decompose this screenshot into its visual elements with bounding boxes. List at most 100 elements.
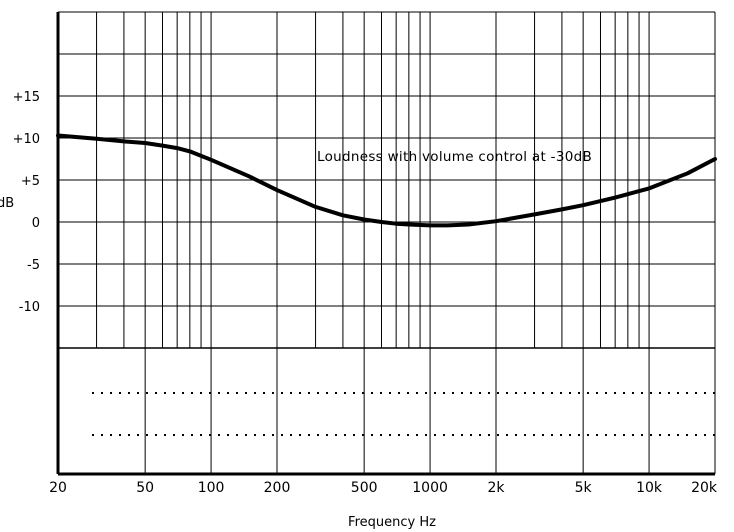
- y-tick-labels: +15 +10 +5 0 -5 -10: [13, 90, 40, 315]
- scan-dot: [398, 392, 400, 394]
- scan-dot: [353, 392, 355, 394]
- scan-dot: [425, 434, 427, 436]
- x-tick-label: 50: [136, 480, 154, 496]
- scan-dot: [299, 392, 301, 394]
- scan-dot: [578, 392, 580, 394]
- scan-dot: [569, 392, 571, 394]
- scan-dot: [560, 392, 562, 394]
- scan-dot: [587, 434, 589, 436]
- scan-dot: [515, 392, 517, 394]
- scan-dot: [650, 434, 652, 436]
- scan-dot: [92, 392, 94, 394]
- y-axis-label: dB: [0, 196, 14, 211]
- scan-dot: [128, 434, 130, 436]
- scan-dot: [614, 434, 616, 436]
- scan-dot: [551, 392, 553, 394]
- scan-dot: [650, 392, 652, 394]
- scan-dot: [209, 434, 211, 436]
- scan-dot: [272, 434, 274, 436]
- y-tick-label: +10: [13, 132, 40, 147]
- scan-dot: [668, 434, 670, 436]
- scan-dot: [308, 392, 310, 394]
- scan-dot: [704, 434, 706, 436]
- scan-dot: [119, 434, 121, 436]
- scan-dot: [623, 392, 625, 394]
- scan-dot: [200, 434, 202, 436]
- scan-dot: [254, 392, 256, 394]
- scan-dot: [515, 434, 517, 436]
- scan-dot: [308, 434, 310, 436]
- scan-dot: [641, 434, 643, 436]
- scan-dot: [236, 392, 238, 394]
- scan-dot: [182, 392, 184, 394]
- scan-dot: [533, 392, 535, 394]
- scan-dot: [713, 392, 715, 394]
- scan-dot: [101, 392, 103, 394]
- scan-dot: [290, 434, 292, 436]
- scan-dot: [155, 434, 157, 436]
- x-tick-label: 500: [351, 480, 378, 496]
- x-tick-label: 20k: [691, 480, 718, 496]
- scan-dot: [632, 434, 634, 436]
- scan-dot: [407, 434, 409, 436]
- scan-dot: [146, 392, 148, 394]
- scan-dot: [659, 434, 661, 436]
- scan-dot: [416, 434, 418, 436]
- scan-dot: [560, 434, 562, 436]
- y-tick-label: +5: [21, 174, 40, 189]
- scan-dot: [587, 392, 589, 394]
- scan-dot: [380, 392, 382, 394]
- scan-dot: [281, 434, 283, 436]
- scan-dot: [146, 434, 148, 436]
- scan-dot: [245, 392, 247, 394]
- scan-dot: [488, 392, 490, 394]
- scan-dot: [389, 392, 391, 394]
- y-tick-label: +15: [13, 90, 40, 105]
- scan-dot: [335, 392, 337, 394]
- scan-dot: [407, 392, 409, 394]
- scan-dot: [200, 392, 202, 394]
- scan-dot: [416, 392, 418, 394]
- scan-dot: [614, 392, 616, 394]
- scan-dot: [470, 434, 472, 436]
- x-tick-label: 1000: [412, 480, 448, 496]
- scan-dot: [452, 392, 454, 394]
- curve-annotation: Loudness with volume control at -30dB: [317, 149, 592, 165]
- plot-frame: [56, 12, 716, 476]
- loudness-curve: [56, 133, 717, 228]
- scan-dot: [362, 392, 364, 394]
- x-tick-label: 5k: [575, 480, 593, 496]
- scan-dot: [209, 392, 211, 394]
- scan-dot: [92, 434, 94, 436]
- scan-dot: [245, 434, 247, 436]
- y-tick-label: 0: [32, 216, 40, 231]
- x-axis-label: Frequency Hz: [348, 515, 436, 530]
- scan-dot: [434, 434, 436, 436]
- scan-dot: [317, 434, 319, 436]
- scan-dot: [290, 392, 292, 394]
- scan-dot: [182, 434, 184, 436]
- scan-dot: [569, 434, 571, 436]
- scan-dot: [173, 434, 175, 436]
- scan-dot: [236, 434, 238, 436]
- scan-dot: [191, 392, 193, 394]
- scan-dot: [263, 392, 265, 394]
- scan-dot: [659, 392, 661, 394]
- scan-dot: [479, 434, 481, 436]
- scan-dot: [110, 392, 112, 394]
- scan-dot: [317, 392, 319, 394]
- scan-dot: [623, 434, 625, 436]
- scan-dot: [686, 392, 688, 394]
- scan-dot: [713, 434, 715, 436]
- scan-dot: [461, 392, 463, 394]
- x-tick-label: 20: [49, 480, 67, 496]
- scan-dot: [128, 392, 130, 394]
- scan-dot: [461, 434, 463, 436]
- scan-dot: [227, 434, 229, 436]
- scan-dot: [596, 392, 598, 394]
- scan-dot: [533, 434, 535, 436]
- scan-dot: [488, 434, 490, 436]
- scan-dot: [137, 434, 139, 436]
- scan-dot: [641, 392, 643, 394]
- scan-dot: [398, 434, 400, 436]
